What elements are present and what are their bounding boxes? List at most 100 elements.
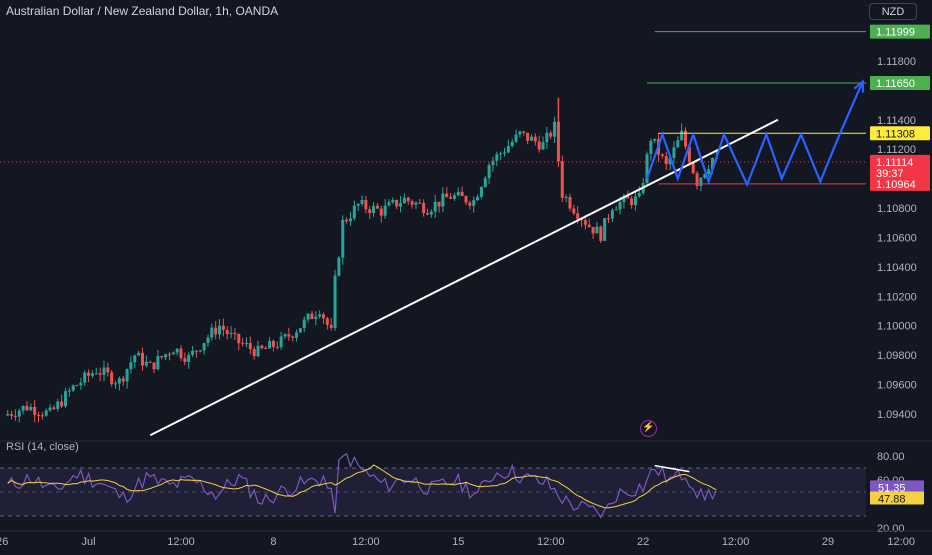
level-tag: 1.11308 [870,126,930,141]
candle [564,194,568,203]
candle-body [87,372,91,376]
candle [106,362,110,377]
candle [356,202,360,211]
candle-body [510,141,514,147]
price-tick-label: 1.11800 [877,56,916,68]
candle [210,323,214,341]
candle [691,161,695,175]
level-tag-label: 1.10964 [876,179,916,191]
candle-body [40,415,44,417]
candle-body [707,169,711,175]
candle-body [479,187,483,197]
rsi-value-label: 47.88 [878,494,906,506]
candle-body [533,136,537,142]
candle-body [248,342,252,349]
candle [572,204,576,216]
candle-body [67,390,71,392]
candle-body [603,218,607,241]
candle [25,401,29,412]
candle-body [206,337,210,343]
candle [306,313,310,323]
candle [479,185,483,200]
candle [506,139,510,154]
candle-body [491,160,495,166]
candle [63,387,67,409]
candle-body [545,132,549,143]
candle-body [653,138,657,141]
lightning-icon[interactable]: ⚡ [640,420,657,437]
level-tag-box [870,126,930,141]
candle-body [499,153,503,155]
candle-body [672,147,676,158]
candle-body [187,354,191,362]
candle-body [260,345,264,349]
candle [560,155,564,202]
candle [695,171,699,190]
candle [549,130,553,140]
last-price-label: 1.11114 [876,157,913,169]
candle-body [252,348,256,357]
candle-body [194,350,198,352]
candle [414,201,418,209]
level-tag-label: 1.11650 [876,78,915,90]
candle-body [29,407,33,411]
time-tick-label: 12:00 [167,536,195,548]
candle-body [518,131,522,135]
candle-body [244,342,248,344]
candle [541,136,545,151]
candle-body [487,165,491,179]
candle-body [287,334,291,337]
candle-body [684,130,688,147]
candle [117,376,121,391]
candle [75,384,79,387]
candle-body [21,405,25,411]
price-tick-label: 1.09400 [877,409,917,421]
candle-body [541,142,545,150]
candle-body [167,354,171,356]
candle [510,138,514,148]
candle-body [271,340,275,347]
candle [703,173,707,179]
candle [6,409,10,417]
candle-body [360,199,364,204]
candle-body [291,336,295,338]
level-tag-label: 1.11308 [876,128,915,140]
candle [529,134,533,141]
candle-body [587,224,591,228]
candle-body [221,325,225,330]
candle-body [225,329,229,335]
candle [160,355,164,360]
candle [248,336,252,355]
candle [87,369,91,382]
candle [476,194,480,201]
candle [395,199,399,210]
candle-body [710,158,714,170]
candle-body [256,345,260,357]
candle-body [460,191,464,197]
currency-button[interactable]: NZD [869,3,917,20]
candle [676,135,680,148]
candle [241,338,245,347]
candle [383,198,387,220]
price-tick-label: 1.10200 [877,291,917,303]
candle [707,164,711,177]
time-tick-label: Jul [82,536,96,548]
rsi-value-box [870,480,924,494]
candle-body [156,356,160,370]
candle [645,151,649,186]
level-tag-box [870,76,930,91]
candle-body [83,372,87,383]
candle-body [275,346,279,348]
candle-body [10,414,14,416]
candle [13,409,17,421]
candle-body [229,332,233,335]
candle-body [268,340,272,349]
candle [456,187,460,197]
candle [60,394,64,409]
candle-body [322,314,326,319]
candle-body [298,328,302,333]
candle-body [364,199,368,210]
candle [445,186,449,198]
candle-body [614,209,618,211]
